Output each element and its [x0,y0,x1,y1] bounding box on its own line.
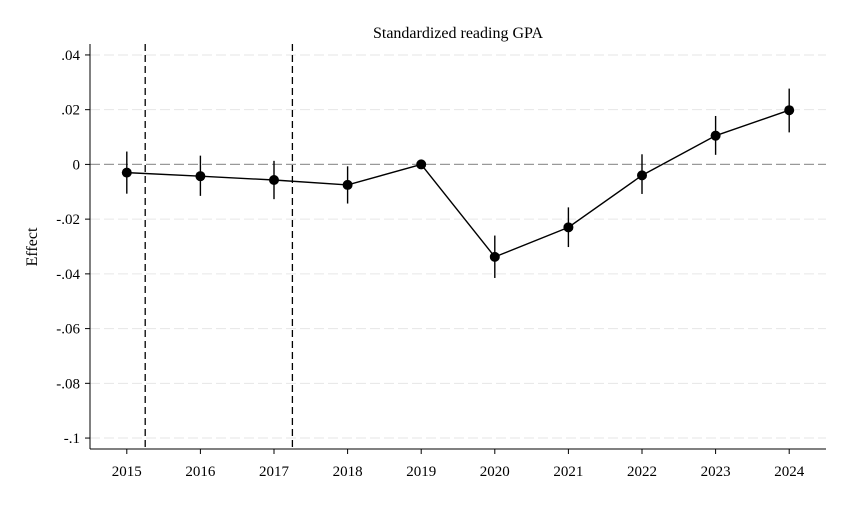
y-tick-label: -.1 [64,431,80,447]
data-point [195,171,206,182]
y-tick-label: -.02 [56,212,80,228]
x-tick-label: 2015 [112,464,142,480]
x-tick-label: 2023 [701,464,731,480]
data-point [121,167,132,178]
data-point [784,105,795,116]
data-point [637,170,647,181]
y-tick-label: 0 [73,157,81,173]
data-point [710,130,721,141]
x-tick-label: 2017 [259,464,290,480]
x-tick-label: 2016 [185,464,216,480]
data-point [342,179,353,190]
x-tick-label: 2019 [406,464,436,480]
axes: .04 .02 0 -.02 -.04 -.06 -.08 -.1 2015 2016 2017 20… [56,44,826,480]
x-tick-label: 2024 [774,464,805,480]
y-tick-label: -.08 [56,376,80,392]
y-tick-label: -.04 [56,267,80,283]
y-tick-label: .04 [61,48,80,64]
x-tick-label: 2022 [627,464,657,480]
grid-layer [90,54,826,439]
data-point [416,159,427,170]
x-tick-label: 2021 [553,464,583,480]
y-tick-label: -.06 [56,322,80,338]
chart-title: Standardized reading GPA [373,25,543,42]
y-axis-label: Effect [24,227,41,266]
x-tick-label: 2020 [480,464,510,480]
data-point [563,222,574,233]
series-layer [121,88,795,278]
series-line [126,109,790,258]
x-tick-label: 2018 [333,464,363,480]
y-tick-label: .02 [61,103,80,119]
reference-lines [90,44,826,449]
data-point [489,251,500,262]
data-point [269,175,279,186]
